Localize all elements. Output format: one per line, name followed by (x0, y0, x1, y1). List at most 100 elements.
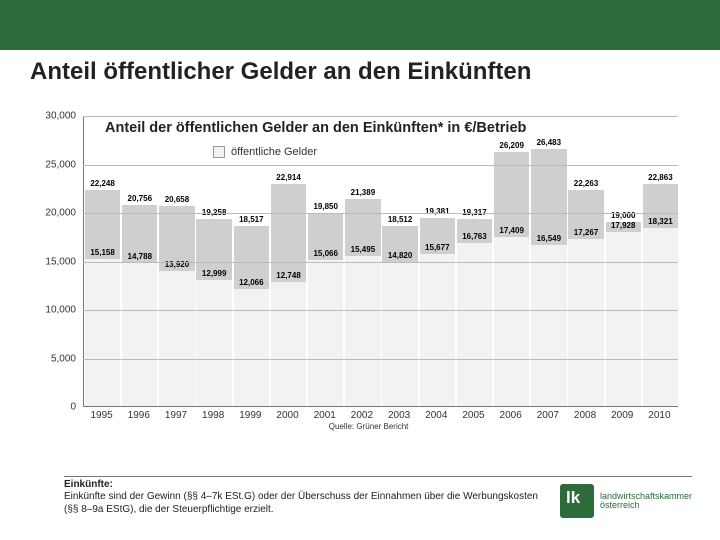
x-axis-area: 1995199619971998199920002001200220032004… (83, 407, 678, 431)
gridline (83, 359, 678, 360)
bar-group (568, 190, 603, 406)
bar-public (234, 289, 269, 406)
bar-total-label: 18,517 (239, 215, 263, 224)
bar-public-label: 12,748 (276, 271, 300, 280)
x-tick-label: 2005 (462, 410, 484, 421)
page-title: Anteil öffentlicher Gelder an den Einkün… (30, 58, 531, 86)
bar-public (420, 254, 455, 406)
bar-total-label: 21,389 (351, 188, 375, 197)
header-band (0, 0, 720, 50)
bar-total-label: 22,263 (574, 179, 598, 188)
x-tick-label: 2009 (611, 410, 633, 421)
gridline (83, 213, 678, 214)
bar-total-label: 19,850 (313, 202, 337, 211)
logo-text: landwirtschaftskammer österreich (600, 492, 692, 511)
bar-public-label: 17,267 (574, 228, 598, 237)
y-tick-label: 20,000 (45, 208, 76, 219)
chart-source: Quelle: Grüner Bericht (329, 422, 409, 431)
bar-total-label: 20,658 (165, 195, 189, 204)
bar-total-label: 22,914 (276, 173, 300, 182)
bar-total-label: 26,209 (499, 141, 523, 150)
bar-public (345, 256, 380, 406)
bar-total-label: 26,483 (537, 138, 561, 147)
bar-public (457, 243, 492, 406)
x-tick-label: 2003 (388, 410, 410, 421)
bar-group (122, 205, 157, 406)
gridline (83, 116, 678, 117)
logo-badge-icon (560, 484, 594, 518)
bar-group (494, 152, 529, 406)
x-tick-label: 2001 (314, 410, 336, 421)
gridline (83, 165, 678, 166)
footnote-rule (64, 476, 692, 477)
bar-group (457, 219, 492, 406)
bar-public (531, 245, 566, 406)
bar-total-label: 19,381 (425, 207, 449, 216)
bar-total-label: 20,756 (128, 194, 152, 203)
bar-public-label: 16,763 (462, 232, 486, 241)
x-tick-label: 1999 (239, 410, 261, 421)
bar-public-label: 18,321 (648, 217, 672, 226)
bar-public (196, 280, 231, 406)
chart-legend: öffentliche Gelder (213, 146, 317, 158)
bar-public-label: 17,409 (499, 226, 523, 235)
bar-public (382, 262, 417, 406)
x-tick-label: 2000 (276, 410, 298, 421)
bar-group (271, 184, 306, 406)
chart-title: Anteil der öffentlichen Gelder an den Ei… (105, 120, 526, 136)
bar-public-label: 15,677 (425, 243, 449, 252)
bar-group (85, 190, 120, 406)
bar-public-label: 17,928 (611, 221, 635, 230)
x-tick-label: 2004 (425, 410, 447, 421)
gridline (83, 262, 678, 263)
bar-group (606, 222, 641, 406)
footnote-body: Einkünfte sind der Gewinn (§§ 4–7k ESt.G… (64, 491, 538, 515)
x-tick-label: 2010 (648, 410, 670, 421)
bar-total-label: 22,863 (648, 173, 672, 182)
bar-public (122, 263, 157, 406)
bar-public-label: 12,999 (202, 269, 226, 278)
legend-label: öffentliche Gelder (231, 146, 317, 158)
x-tick-label: 2002 (351, 410, 373, 421)
bar-public-label: 14,788 (128, 252, 152, 261)
bar-group (531, 149, 566, 406)
y-tick-label: 30,000 (45, 111, 76, 122)
x-tick-label: 1998 (202, 410, 224, 421)
bar-total-label: 22,248 (90, 179, 114, 188)
bar-public-label: 15,066 (313, 249, 337, 258)
logo: landwirtschaftskammer österreich (560, 484, 692, 518)
y-tick-label: 0 (70, 402, 76, 413)
bar-public (159, 271, 194, 406)
bar-public-label: 16,549 (537, 234, 561, 243)
bar-total-label: 18,512 (388, 215, 412, 224)
gridline (83, 310, 678, 311)
legend-swatch-icon (213, 146, 225, 158)
bar-group (234, 226, 269, 406)
bar-group (345, 199, 380, 406)
x-tick-label: 1997 (165, 410, 187, 421)
bar-group (159, 206, 194, 406)
x-tick-label: 1995 (90, 410, 112, 421)
bar-public (85, 259, 120, 406)
logo-line2: österreich (600, 501, 692, 510)
chart-container: 22,24815,15820,75614,78820,65813,92019,2… (38, 108, 678, 431)
bar-public (568, 239, 603, 406)
bar-public (308, 260, 343, 406)
y-tick-label: 5,000 (51, 353, 76, 364)
bar-public-label: 12,066 (239, 278, 263, 287)
x-tick-label: 2008 (574, 410, 596, 421)
x-tick-label: 2006 (500, 410, 522, 421)
bar-public (606, 232, 641, 406)
y-tick-label: 10,000 (45, 305, 76, 316)
y-tick-label: 15,000 (45, 256, 76, 267)
bar-group (196, 219, 231, 406)
y-tick-label: 25,000 (45, 159, 76, 170)
bar-public (271, 282, 306, 406)
bar-public (643, 228, 678, 406)
bar-public-label: 15,495 (351, 245, 375, 254)
x-tick-label: 2007 (537, 410, 559, 421)
bar-public-label: 14,820 (388, 251, 412, 260)
bar-public-label: 15,158 (90, 248, 114, 257)
footnote: Einkünfte: Einkünfte sind der Gewinn (§§… (64, 479, 544, 517)
footnote-heading: Einkünfte: (64, 479, 113, 490)
